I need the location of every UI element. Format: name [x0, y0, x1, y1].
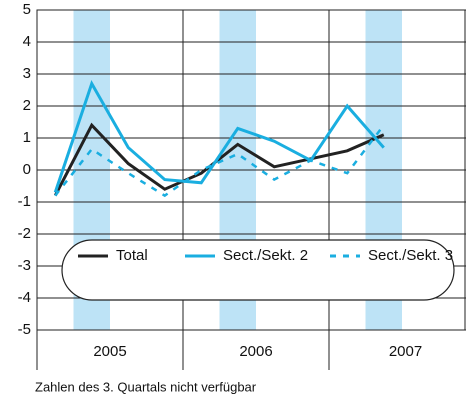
y-tick-label: 4 — [23, 33, 31, 50]
y-tick-label: -4 — [18, 289, 31, 306]
y-tick-label: 0 — [23, 161, 31, 178]
series-line — [54, 124, 385, 198]
x-year-label: 2005 — [93, 343, 126, 360]
y-tick-label: -3 — [18, 257, 31, 274]
series-line — [53, 122, 385, 197]
legend-label: Sect./Sekt. 3 — [368, 247, 453, 264]
legend-label: Sect./Sekt. 2 — [223, 247, 308, 264]
y-tick-label: -1 — [18, 193, 31, 210]
y-tick-label: 2 — [23, 97, 31, 114]
plot-frame — [36, 9, 466, 331]
y-tick-label: 3 — [23, 65, 31, 82]
y-tick-label: -5 — [18, 321, 31, 338]
footnote: Zahlen des 3. Quartals nicht verfügbar — [35, 379, 257, 394]
x-year-label: 2006 — [239, 343, 272, 360]
x-year-label: 2007 — [389, 343, 422, 360]
y-tick-label: 1 — [23, 129, 31, 146]
legend-label: Total — [116, 247, 148, 264]
y-tick-label: 5 — [23, 1, 31, 18]
series-line — [53, 79, 385, 193]
y-tick-label: -2 — [18, 225, 31, 242]
